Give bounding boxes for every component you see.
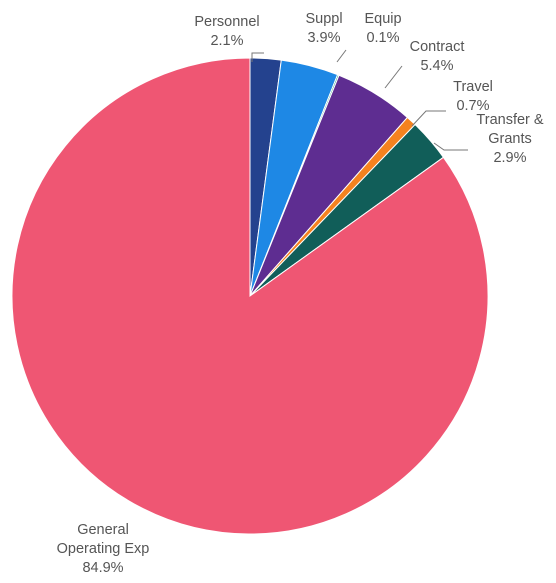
slice-value-label: 3.9% [307, 30, 340, 46]
slice-category-label: Suppl [305, 11, 342, 27]
slice-labels: Personnel 2.1% Suppl 3.9% Equip 0.1% Contract 5… [57, 11, 544, 576]
slice-value-label: 5.4% [420, 58, 453, 74]
slice-category-label: Travel [453, 79, 493, 95]
slice-label: Equip 0.1% [364, 11, 401, 46]
slice-category-label: Grants [488, 131, 532, 147]
slice-label: Travel 0.7% [453, 79, 493, 114]
slice-category-label: General [77, 522, 129, 538]
leader-line [433, 142, 468, 151]
slice-value-label: 0.7% [456, 98, 489, 114]
slice-category-label: Transfer & [476, 112, 543, 128]
slice-category-label: Equip [364, 11, 401, 27]
slice-value-label: 2.9% [493, 150, 526, 166]
slice-value-label: 84.9% [82, 560, 123, 576]
leader-line [251, 52, 264, 62]
leader-line [336, 49, 347, 63]
slice-value-label: 2.1% [210, 33, 243, 49]
slice-label: Personnel 2.1% [194, 14, 259, 49]
slice-category-label: Operating Exp [57, 541, 150, 557]
slice-category-label: Contract [410, 39, 465, 55]
leader-line [411, 110, 446, 127]
leader-lines [251, 49, 468, 151]
slice-value-label: 0.1% [366, 30, 399, 46]
pie-slice [11, 57, 489, 535]
pie-slices [11, 57, 489, 535]
slice-label: Contract 5.4% [410, 39, 465, 74]
slice-label: Transfer & Grants 2.9% [476, 112, 543, 166]
slice-label: Suppl 3.9% [305, 11, 342, 46]
slice-category-label: Personnel [194, 14, 259, 30]
leader-line [384, 65, 403, 89]
slice-label: General Operating Exp 84.9% [57, 522, 150, 576]
